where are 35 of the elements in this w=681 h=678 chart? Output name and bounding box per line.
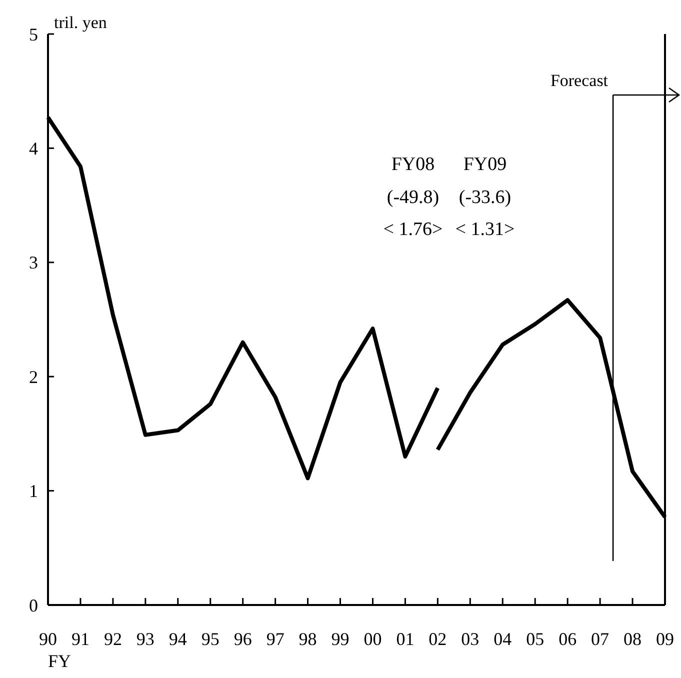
x-tick-label: 98 — [298, 629, 317, 649]
x-tick-label: 06 — [558, 629, 577, 649]
x-tick-label: 03 — [461, 629, 480, 649]
x-tick-label: 09 — [656, 629, 674, 649]
x-tick-label: 96 — [234, 629, 252, 649]
x-tick-label: 90 — [39, 629, 57, 649]
y-tick-label: 5 — [29, 24, 38, 44]
x-tick-label: 91 — [71, 629, 90, 649]
x-tick-label: 97 — [266, 629, 284, 649]
annotation: FY08 — [391, 154, 435, 175]
x-tick-label: 01 — [396, 629, 414, 649]
y-tick-label: 1 — [29, 481, 38, 502]
y-axis-title: tril. yen — [54, 13, 108, 32]
annotation: (-49.8) — [386, 187, 440, 208]
x-tick-label: 07 — [591, 629, 610, 649]
y-tick-label: 0 — [29, 595, 38, 616]
x-tick-label: 05 — [526, 629, 544, 649]
ref-line-label: Forecast — [550, 71, 608, 90]
y-tick-label: 2 — [29, 366, 38, 387]
x-tick-label: 02 — [428, 629, 447, 649]
x-tick-label: 99 — [331, 629, 350, 649]
annotation: (-33.6) — [458, 187, 512, 208]
annotation: < 1.76> — [383, 219, 443, 240]
x-tick-label: 04 — [494, 629, 512, 649]
annotation: < 1.31> — [455, 219, 515, 240]
x-tick-label: 92 — [104, 629, 122, 649]
x-axis-title: FY — [48, 651, 72, 671]
x-tick-label: 08 — [624, 629, 642, 649]
x-tick-label: 00 — [364, 629, 382, 649]
x-tick-label: 95 — [201, 629, 220, 649]
x-tick-label: 93 — [136, 629, 154, 649]
annotation: FY09 — [463, 154, 507, 175]
y-tick-label: 4 — [29, 138, 38, 158]
y-tick-label: 3 — [29, 252, 38, 273]
x-tick-label: 94 — [168, 629, 187, 649]
